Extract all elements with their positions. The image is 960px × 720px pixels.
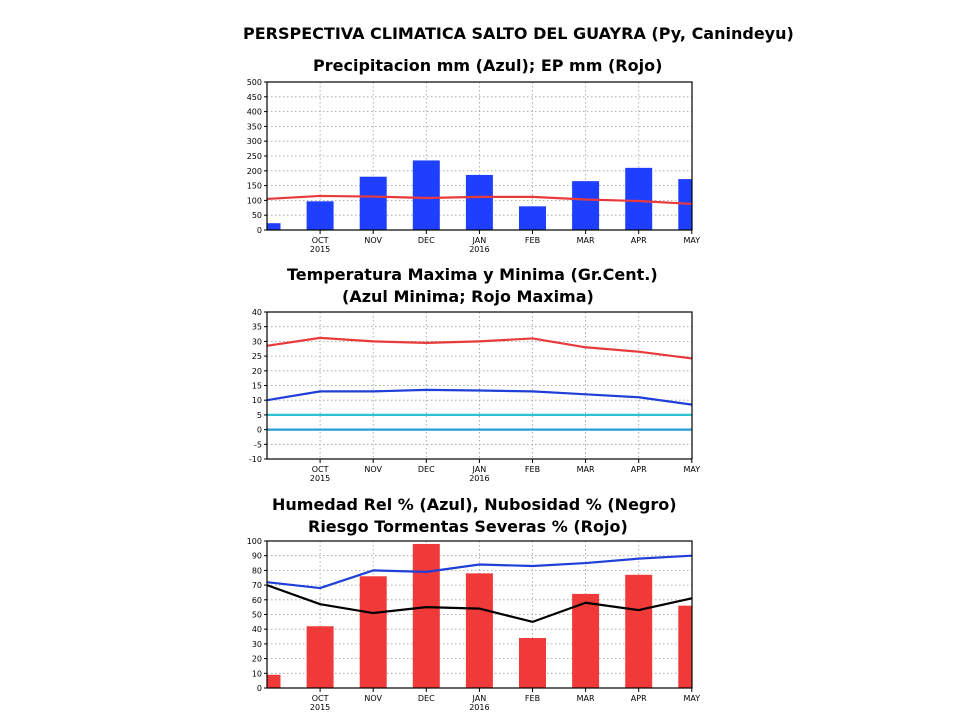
x-tick-label: NOV [364,236,382,245]
x-tick-label: APR [631,694,647,703]
bar [678,605,692,688]
y-tick-label: 20 [252,367,262,376]
bar [519,206,546,230]
x-tick-label: MAR [577,694,595,703]
series-line [266,336,692,360]
panel-title: Temperatura Maxima y Minima (Gr.Cent.) [287,265,658,284]
y-tick-label: 15 [252,382,262,391]
x-tick-label: DEC [418,236,435,245]
bar [625,574,653,688]
y-tick-label: 50 [252,611,262,620]
y-tick-label: 250 [247,152,262,161]
y-tick-label: 500 [247,78,262,87]
y-tick-label: 10 [252,669,262,678]
y-tick-label: 150 [247,182,262,191]
panel-title: Humedad Rel % (Azul), Nubosidad % (Negro… [272,495,677,514]
bar [412,160,440,230]
x-tick-label: MAY [683,694,700,703]
bar [572,593,600,688]
x-year-label: 2015 [310,245,330,254]
x-tick-label: APR [631,465,647,474]
x-tick-label: DEC [418,465,435,474]
panel-title: (Azul Minima; Rojo Maxima) [342,287,594,306]
bar [267,674,281,688]
x-tick-label: MAR [577,236,595,245]
x-tick-label: OCT [312,694,329,703]
plot-frame [266,311,693,460]
y-tick-label: 0 [257,684,262,693]
x-year-label: 2016 [469,245,489,254]
x-tick-label: JAN [472,694,487,703]
series-line [266,554,692,590]
y-tick-label: 100 [247,537,262,546]
bar [306,201,334,230]
bar [465,573,493,688]
x-tick-label: JAN [472,236,487,245]
panel-title: Riesgo Tormentas Severas % (Rojo) [308,517,628,536]
y-tick-label: 40 [252,625,262,634]
x-tick-label: FEB [525,236,540,245]
y-tick-label: 80 [252,566,262,575]
bar [625,167,653,230]
y-tick-label: 0 [257,426,262,435]
x-tick-label: APR [631,236,647,245]
y-tick-label: 450 [247,93,262,102]
plot-frame [266,81,693,231]
y-tick-label: 5 [257,411,262,420]
x-year-label: 2015 [310,474,330,483]
x-tick-label: FEB [525,694,540,703]
x-tick-label: OCT [312,465,329,474]
panel-title: Precipitacion mm (Azul); EP mm (Rojo) [313,56,662,75]
x-tick-label: MAY [683,465,700,474]
y-tick-label: 350 [247,122,262,131]
y-tick-label: 30 [252,337,262,346]
chart-panel-3: Humedad Rel % (Azul), Nubosidad % (Negro… [247,495,701,712]
y-tick-label: 100 [247,196,262,205]
x-tick-label: NOV [364,694,382,703]
bar [465,174,493,230]
x-tick-label: DEC [418,694,435,703]
y-tick-label: 50 [252,211,262,220]
chart-panel-2: Temperatura Maxima y Minima (Gr.Cent.) (A… [249,265,700,483]
x-tick-label: MAR [577,465,595,474]
y-tick-label: 90 [252,552,262,561]
x-year-label: 2016 [469,703,489,712]
y-tick-label: 60 [252,596,262,605]
bar [412,543,440,688]
x-tick-label: OCT [312,236,329,245]
bar [572,181,600,230]
bar [306,626,334,688]
y-tick-label: 200 [247,167,262,176]
y-tick-label: 20 [252,655,262,664]
x-tick-label: MAY [683,236,700,245]
bar [267,223,281,230]
series-line [266,388,692,406]
y-tick-label: 10 [252,396,262,405]
y-tick-label: 40 [252,308,262,317]
y-tick-label: 400 [247,108,262,117]
chart-panel-1: Precipitacion mm (Azul); EP mm (Rojo) 0 50… [247,56,701,254]
y-tick-label: 70 [252,581,262,590]
x-year-label: 2015 [310,703,330,712]
y-tick-label: -5 [254,440,262,449]
main-title: PERSPECTIVA CLIMATICA SALTO DEL GUAYRA (… [243,24,794,43]
y-tick-label: 25 [252,352,262,361]
x-tick-label: NOV [364,465,382,474]
y-tick-label: 35 [252,323,262,332]
x-tick-label: FEB [525,465,540,474]
y-tick-label: 30 [252,640,262,649]
y-tick-label: -10 [249,455,262,464]
bar [359,576,387,688]
bar [359,176,387,230]
y-tick-label: 0 [257,226,262,235]
plot-frame [266,540,693,689]
bar [519,638,546,688]
series-line [266,584,693,623]
x-year-label: 2016 [469,474,489,483]
y-tick-label: 300 [247,137,262,146]
x-tick-label: JAN [472,465,487,474]
series-line [266,194,692,206]
